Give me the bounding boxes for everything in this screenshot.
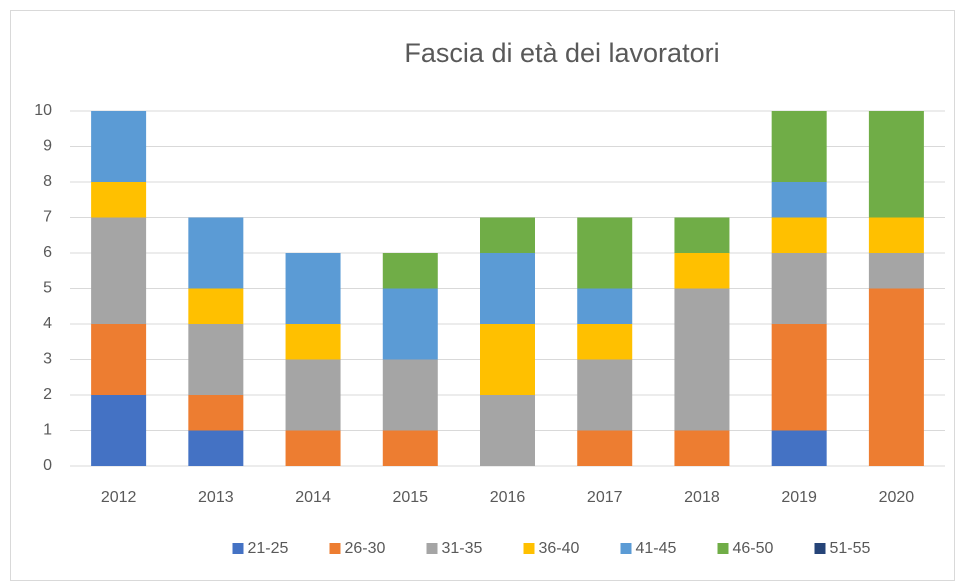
y-tick-label: 2 bbox=[43, 386, 52, 403]
y-tick-label: 9 bbox=[43, 138, 52, 155]
legend-label: 41-45 bbox=[636, 540, 677, 557]
legend-label: 21-25 bbox=[248, 540, 289, 557]
bar-segment bbox=[674, 217, 730, 253]
bar-segment bbox=[91, 324, 147, 395]
bar-segment bbox=[188, 288, 244, 324]
bar-segment bbox=[577, 288, 633, 324]
x-tick-label: 2016 bbox=[490, 489, 526, 506]
bar-segment bbox=[285, 430, 341, 466]
x-tick-label: 2014 bbox=[295, 489, 331, 506]
bar-segment bbox=[382, 288, 438, 360]
bar-segment bbox=[382, 359, 438, 431]
legend-label: 26-30 bbox=[345, 540, 386, 557]
y-tick-label: 3 bbox=[43, 351, 52, 368]
y-tick-label: 4 bbox=[43, 315, 52, 332]
bar-segment bbox=[771, 182, 827, 218]
bar-segment bbox=[188, 217, 244, 289]
bar-segment bbox=[480, 395, 535, 466]
x-tick-label: 2018 bbox=[684, 489, 720, 506]
legend-swatch bbox=[717, 543, 729, 554]
bar-segment bbox=[674, 430, 730, 466]
legend-swatch bbox=[232, 543, 244, 554]
bar-segment bbox=[577, 324, 633, 360]
bar-segment bbox=[771, 430, 827, 466]
y-tick-label: 7 bbox=[43, 209, 52, 226]
bar-segment bbox=[285, 359, 341, 431]
bar-segment bbox=[91, 395, 147, 466]
bar-segment bbox=[285, 253, 341, 324]
bar-segment bbox=[577, 217, 633, 289]
x-tick-label: 2019 bbox=[781, 489, 817, 506]
legend-swatch bbox=[426, 543, 438, 554]
y-tick-label: 5 bbox=[43, 280, 52, 297]
bar-segment bbox=[480, 324, 535, 395]
legend-label: 36-40 bbox=[539, 540, 580, 557]
bar-segment bbox=[771, 217, 827, 253]
y-tick-label: 1 bbox=[43, 422, 52, 439]
y-tick-label: 6 bbox=[43, 244, 52, 261]
bar-segment bbox=[188, 395, 244, 431]
bar-segment bbox=[868, 217, 924, 253]
legend-swatch bbox=[523, 543, 535, 554]
bar-segment bbox=[91, 111, 147, 182]
x-tick-label: 2012 bbox=[101, 489, 137, 506]
bar-segment bbox=[771, 324, 827, 431]
bar-segment bbox=[577, 430, 633, 466]
x-tick-label: 2017 bbox=[587, 489, 623, 506]
bar-segment bbox=[868, 253, 924, 289]
bar-segment bbox=[868, 111, 924, 218]
bar-segment bbox=[674, 253, 730, 289]
bar-segment bbox=[868, 288, 924, 466]
x-tick-label: 2020 bbox=[879, 489, 915, 506]
y-tick-label: 8 bbox=[43, 173, 52, 190]
legend-swatch bbox=[329, 543, 341, 554]
bar-segment bbox=[382, 430, 438, 466]
bar-segment bbox=[91, 217, 147, 324]
bar-segment bbox=[480, 253, 535, 324]
x-tick-label: 2013 bbox=[198, 489, 234, 506]
legend-label: 31-35 bbox=[442, 540, 483, 557]
bar-segment bbox=[674, 288, 730, 431]
bar-segment bbox=[188, 324, 244, 395]
bar-segment bbox=[577, 359, 633, 431]
bar-segment bbox=[382, 253, 438, 289]
y-tick-label: 0 bbox=[43, 457, 52, 474]
legend-label: 46-50 bbox=[733, 540, 774, 557]
bar-segment bbox=[480, 217, 535, 253]
bar-segment bbox=[91, 182, 147, 218]
chart-title: Fascia di età dei lavoratori bbox=[404, 38, 719, 68]
y-tick-label: 10 bbox=[34, 102, 52, 119]
bar-segment bbox=[771, 111, 827, 182]
bar-segment bbox=[771, 253, 827, 324]
x-tick-label: 2015 bbox=[392, 489, 428, 506]
bar-segment bbox=[188, 430, 244, 466]
legend-label: 51-55 bbox=[830, 540, 871, 557]
legend-swatch bbox=[620, 543, 632, 554]
bar-segment bbox=[285, 324, 341, 360]
legend-swatch bbox=[814, 543, 826, 554]
